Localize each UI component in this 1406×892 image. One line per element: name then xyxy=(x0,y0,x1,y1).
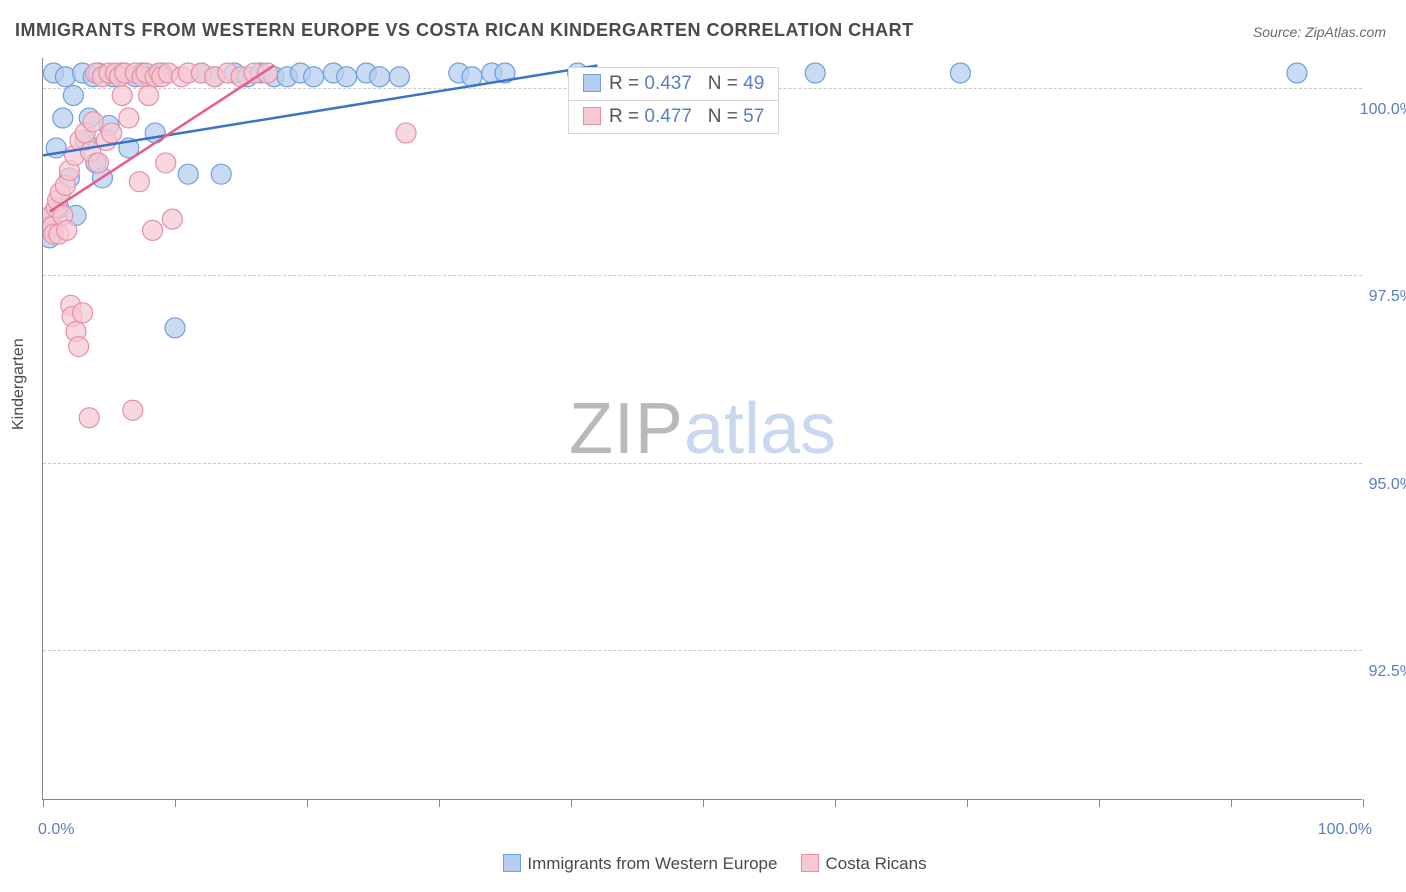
legend-swatch-costa_ricans xyxy=(801,854,819,872)
legend-label-western_europe: Immigrants from Western Europe xyxy=(527,854,777,873)
scatter-point-costa_ricans xyxy=(57,220,77,240)
legend-label-costa_ricans: Costa Ricans xyxy=(825,854,926,873)
x-tick xyxy=(439,799,440,807)
scatter-point-costa_ricans xyxy=(143,220,163,240)
scatter-svg xyxy=(43,58,1363,800)
x-tick xyxy=(175,799,176,807)
stats-box-costa_ricans: R = 0.477 N = 57 xyxy=(568,100,779,134)
source-label: Source: xyxy=(1253,24,1305,40)
source-name: ZipAtlas.com xyxy=(1305,24,1386,40)
legend-items: Immigrants from Western Europe Costa Rica… xyxy=(479,854,926,873)
scatter-point-costa_ricans xyxy=(129,172,149,192)
scatter-point-western_europe xyxy=(165,318,185,338)
scatter-point-western_europe xyxy=(370,67,390,87)
scatter-point-costa_ricans xyxy=(112,85,132,105)
stats-n-western_europe: 49 xyxy=(743,73,764,94)
y-tick-label: 92.5% xyxy=(1369,663,1406,681)
scatter-point-western_europe xyxy=(950,63,970,83)
scatter-point-costa_ricans xyxy=(83,112,103,132)
x-tick xyxy=(43,799,44,807)
x-tick xyxy=(1099,799,1100,807)
scatter-point-western_europe xyxy=(178,164,198,184)
x-tick xyxy=(1363,799,1364,807)
scatter-point-western_europe xyxy=(53,108,73,128)
scatter-point-western_europe xyxy=(805,63,825,83)
scatter-point-western_europe xyxy=(337,67,357,87)
scatter-point-costa_ricans xyxy=(396,123,416,143)
stats-r-costa_ricans: 0.477 xyxy=(644,106,692,127)
y-tick-label: 95.0% xyxy=(1369,476,1406,494)
x-tick xyxy=(571,799,572,807)
scatter-point-western_europe xyxy=(1287,63,1307,83)
y-axis-title: Kindergarten xyxy=(10,338,28,430)
scatter-point-costa_ricans xyxy=(73,303,93,323)
scatter-point-costa_ricans xyxy=(88,153,108,173)
y-tick-label: 100.0% xyxy=(1360,101,1406,119)
scatter-point-western_europe xyxy=(55,67,75,87)
scatter-point-costa_ricans xyxy=(79,408,99,428)
stats-r-western_europe: 0.437 xyxy=(644,73,692,94)
x-tick xyxy=(307,799,308,807)
scatter-point-costa_ricans xyxy=(123,400,143,420)
scatter-point-costa_ricans xyxy=(102,123,122,143)
stats-box-western_europe: R = 0.437 N = 49 xyxy=(568,67,779,101)
scatter-point-costa_ricans xyxy=(119,108,139,128)
legend-swatch-western_europe xyxy=(503,854,521,872)
x-axis-legend: Immigrants from Western Europe Costa Rica… xyxy=(0,854,1406,874)
scatter-point-costa_ricans xyxy=(69,337,89,357)
scatter-point-costa_ricans xyxy=(162,209,182,229)
x-tick xyxy=(967,799,968,807)
x-axis-max-label: 100.0% xyxy=(1318,821,1372,839)
plot-area: 100.0%97.5%95.0%92.5% 0.0% 100.0% ZIPatl… xyxy=(42,58,1362,800)
scatter-point-western_europe xyxy=(211,164,231,184)
stats-swatch-western_europe xyxy=(583,74,601,92)
scatter-point-western_europe xyxy=(389,67,409,87)
scatter-point-western_europe xyxy=(145,123,165,143)
stats-swatch-costa_ricans xyxy=(583,107,601,125)
x-tick xyxy=(835,799,836,807)
x-axis-min-label: 0.0% xyxy=(38,821,74,839)
y-tick-label: 97.5% xyxy=(1369,288,1406,306)
source-credit: Source: ZipAtlas.com xyxy=(1253,24,1386,40)
scatter-point-western_europe xyxy=(63,85,83,105)
scatter-point-costa_ricans xyxy=(156,153,176,173)
stats-n-costa_ricans: 57 xyxy=(743,106,764,127)
scatter-point-western_europe xyxy=(304,67,324,87)
x-tick xyxy=(703,799,704,807)
scatter-point-costa_ricans xyxy=(139,85,159,105)
x-tick xyxy=(1231,799,1232,807)
chart-title: IMMIGRANTS FROM WESTERN EUROPE VS COSTA … xyxy=(15,20,914,41)
